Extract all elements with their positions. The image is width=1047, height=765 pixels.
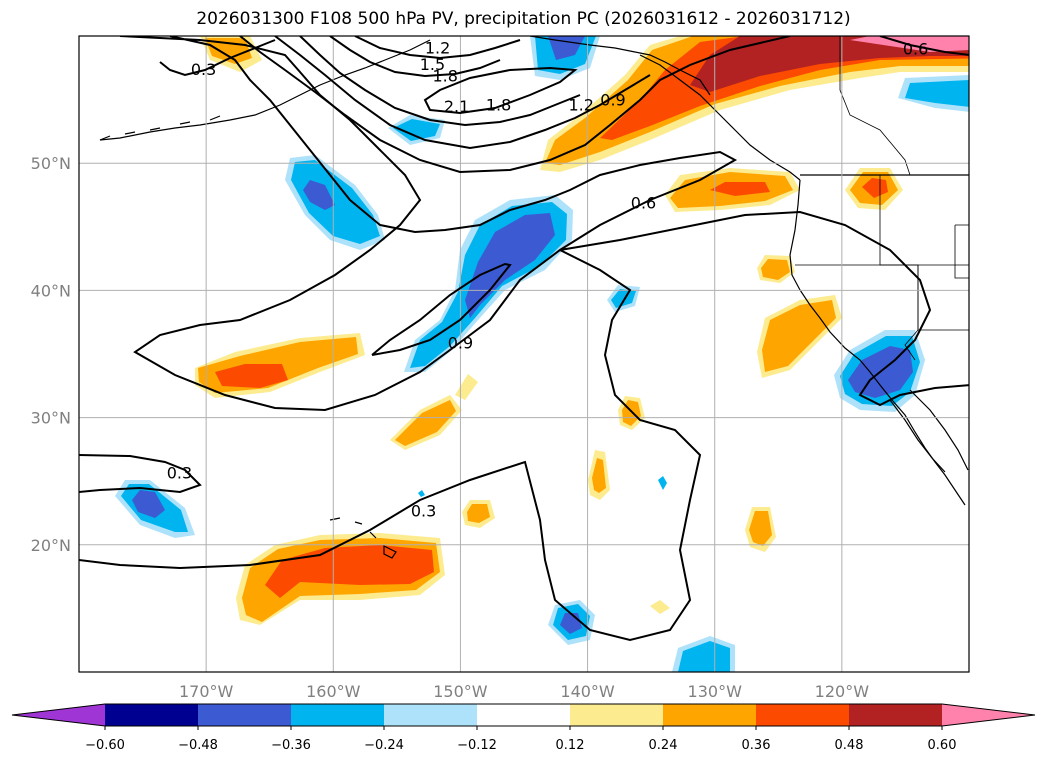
shade-cyan [678,641,730,672]
contour-labels: 0.31.21.51.82.1 1.8 1.2 0.90.60.60.90.30.3 [167,38,929,520]
shade-orange [467,504,490,523]
plot-frame [78,35,970,673]
shade-cyan [291,160,380,244]
colorbar-tick-label: 0.60 [928,738,957,753]
lon-tick-label: 130°W [688,682,743,701]
bc-coast [639,54,801,181]
colorbar-swatch [663,704,756,726]
lon-tick-label: 170°W [179,682,234,701]
shade-orange [650,600,670,614]
colorbar-swatch [849,704,942,726]
contour-label: 1.8 [432,66,457,85]
gridlines [79,36,969,672]
shade-cyan [611,289,636,308]
shade-cyan [658,476,667,490]
shade-blue [303,180,335,210]
colorbar-swatch [384,704,477,726]
shade-orange [545,36,969,165]
pv-contour-0.9 [371,262,512,356]
shade-red-orange [862,178,888,198]
colorbar-tick-label: −0.48 [178,738,218,753]
colorbar-tick-label: 0.48 [835,738,864,753]
lat-tick-label: 30°N [31,409,71,428]
contour-label: 0.6 [903,40,928,59]
contour-label: 1.5 [420,55,445,74]
contour-label: 0.9 [448,334,473,353]
shade-red-orange [600,36,969,140]
gulf-california-coast [909,389,969,471]
colorbar-extend-min [12,704,105,726]
colorbar-swatch [756,704,849,726]
contour-label: 2.1 [444,97,469,116]
lat-tick-label: 40°N [31,281,71,300]
colorbar-tick-label: −0.12 [457,738,497,753]
colorbar-tick-label: −0.24 [364,738,404,753]
shade-orange [749,511,772,546]
pv-contour-1.5 [274,36,651,150]
contour-label: 0.3 [411,501,436,520]
contour-label: 1.2 [568,96,593,115]
shade-red-orange [215,364,288,388]
pv-contours [79,36,969,642]
lat-tick-label: 20°N [31,536,71,555]
shade-blue [548,36,585,60]
colorbar-swatch [105,704,198,726]
shade-cyan [905,80,969,107]
state-border [954,224,969,279]
colorbar-tick-label: −0.60 [85,738,125,753]
shade-orange [395,400,456,446]
pv-contour-0.6-east [879,36,969,56]
pv-contour-0.3-west [79,454,202,494]
colorbar-swatch [570,704,663,726]
shade-red-orange [710,182,770,196]
lon-tick-label: 150°W [433,682,488,701]
pv-contour-0.6 [119,36,738,412]
alaska-peninsula-coast [99,39,431,141]
contour-label: 0.3 [167,463,192,482]
contour-label: 0.3 [191,60,216,79]
pv-contour-1.2-ridge [239,36,791,174]
shade-light-yellow [455,374,478,400]
aleutian-islands [99,115,221,141]
pv-contour-1.8 [299,36,581,127]
contour-label: 0.9 [600,91,625,110]
colorbar-tick-label: 0.36 [742,738,771,753]
pv-contour-2.1 [423,66,578,115]
state-border [904,265,919,361]
lat-tick-label: 50°N [31,154,71,173]
hawaii-islands [329,517,397,559]
axis-tick-labels: 50°N 40°N 30°N 20°N 170°W 160°W 150°W 140°W 130°… [31,154,870,701]
colorbar: −0.60 −0.48 −0.36 −0.24 −0.12 0.12 0.24 0.36 0.4… [11,703,1036,753]
contour-label: 1.8 [486,96,511,115]
pv-contour-1.2-top [354,36,521,60]
map-title: 2026031300 F108 500 hPa PV, precipitatio… [196,9,851,29]
lon-tick-label: 120°W [815,682,870,701]
coastlines [99,36,969,559]
lon-tick-label: 140°W [560,682,615,701]
colorbar-extend-max [942,704,1035,726]
canada-province-border [839,36,911,176]
colorbar-swatch [198,704,291,726]
contour-label: 1.2 [425,38,450,57]
shade-blue [132,490,165,518]
shade-cyan [418,490,425,497]
shade-orange [762,300,836,372]
alaska-south-coast [529,36,711,96]
colorbar-tick-label: 0.12 [556,738,585,753]
colorbar-swatch [291,704,384,726]
baja-coast [889,399,946,473]
shade-dark-red [690,36,969,92]
colorbar-tick-label: 0.24 [649,738,678,753]
pv-contour-1.8-top [329,36,501,78]
contour-label: 0.6 [631,194,656,213]
colorbar-swatch [477,704,570,726]
shade-cyan [393,119,440,141]
pv-contour-0.6-loop [79,210,969,642]
lon-tick-label: 160°W [306,682,361,701]
precipitation-shading [115,36,969,672]
colorbar-tick-label: −0.36 [271,738,311,753]
shade-orange [592,458,606,493]
shade-orange [761,259,790,280]
